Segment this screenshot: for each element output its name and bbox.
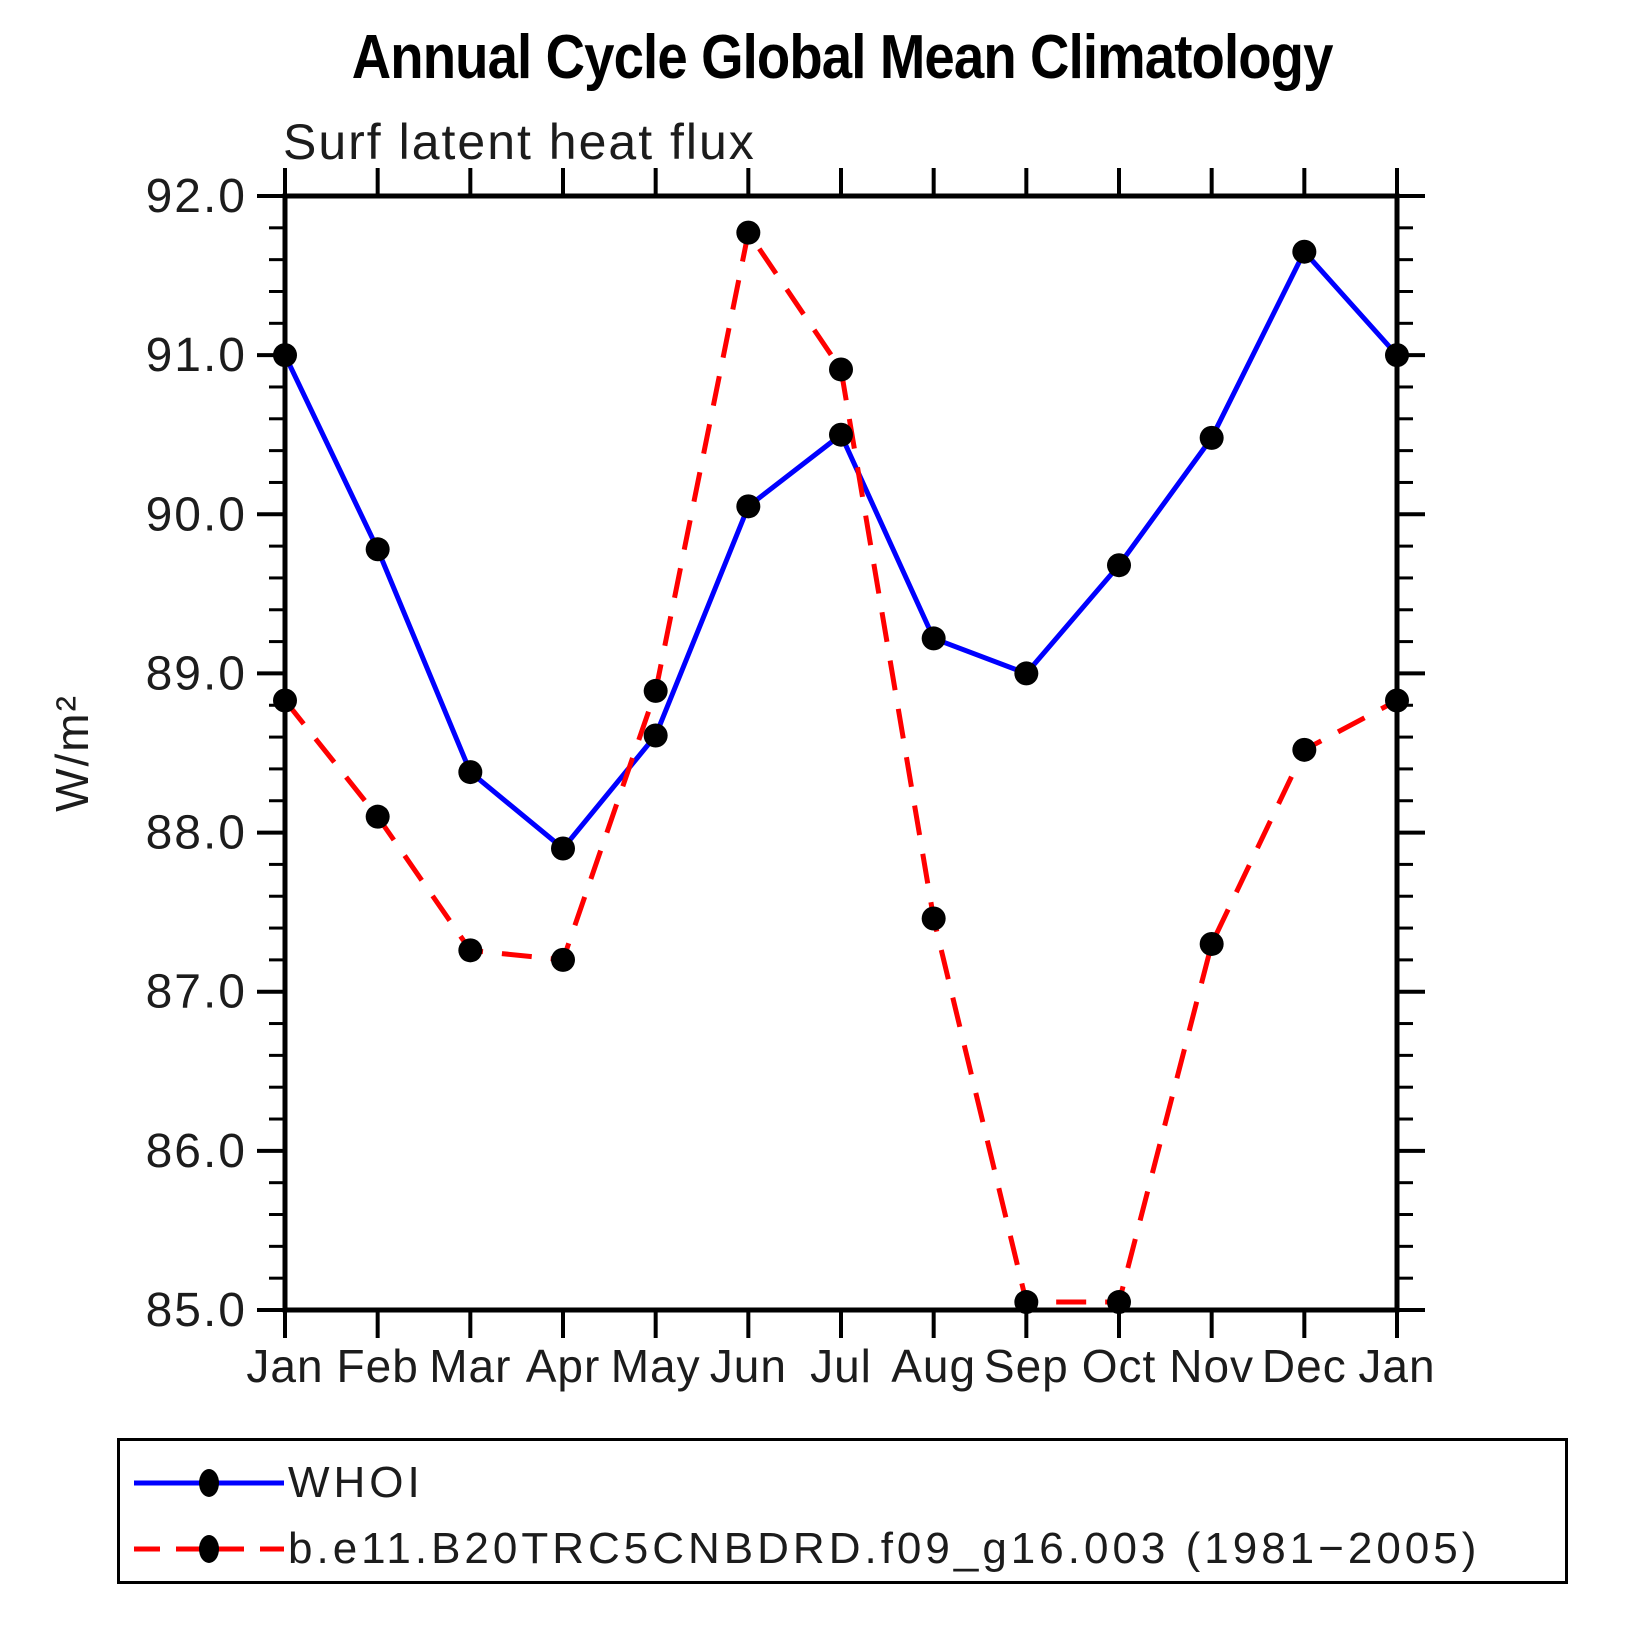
data-point-dot-series-1: [1385, 688, 1409, 713]
legend-swatch-model: [134, 1535, 284, 1563]
data-point-dot-series-0: [1107, 553, 1131, 578]
data-point-dot-series-0: [1385, 343, 1409, 368]
y-tick-label: 90.0: [146, 488, 247, 541]
legend-swatch-whoi: [134, 1469, 284, 1497]
data-point-dot-series-1: [1014, 1290, 1039, 1315]
month-label: Aug: [891, 1340, 976, 1392]
data-point-dot-series-0: [829, 422, 853, 447]
data-point-dot-series-0: [365, 537, 390, 562]
data-point-dot-series-0: [1292, 239, 1317, 264]
data-point-dot-series-1: [458, 938, 483, 963]
data-point-dot-series-1: [365, 804, 390, 829]
month-label: Mar: [429, 1340, 511, 1392]
month-label: Feb: [337, 1340, 419, 1392]
data-point-dot-series-1: [736, 220, 761, 245]
data-point-dot-series-0: [1014, 661, 1039, 686]
chart-title: Annual Cycle Global Mean Climatology: [351, 23, 1334, 92]
chart-legend: WHOI b.e11.B20TRC5CNBDRD.f09_g16.003 (19…: [117, 1438, 1568, 1584]
y-tick-label: 85.0: [146, 1284, 247, 1337]
month-label: Jan: [246, 1340, 323, 1392]
data-point-dot-series-0: [643, 723, 668, 748]
month-label: Jan: [1358, 1340, 1435, 1392]
data-point-dot-series-1: [1292, 737, 1317, 762]
data-point-dot-series-1: [829, 357, 853, 382]
month-label: Dec: [1262, 1340, 1347, 1392]
legend-marker-dot: [199, 1469, 219, 1497]
data-point-dot-series-0: [1199, 425, 1224, 450]
y-tick-label: 87.0: [146, 966, 247, 1019]
data-point-dot-series-0: [458, 760, 483, 785]
legend-label-model: b.e11.B20TRC5CNBDRD.f09_g16.003 (1981−20…: [288, 1524, 1481, 1573]
data-point-dot-series-1: [921, 906, 946, 931]
legend-entry-model: b.e11.B20TRC5CNBDRD.f09_g16.003 (1981−20…: [126, 1519, 1480, 1579]
y-tick-label: 88.0: [146, 807, 247, 860]
data-point-dot-series-0: [273, 343, 297, 368]
month-label: Sep: [984, 1340, 1069, 1392]
data-point-dot-series-0: [921, 626, 946, 651]
month-label: Jun: [710, 1340, 787, 1392]
data-point-dot-series-0: [736, 494, 761, 519]
month-label: Jul: [810, 1340, 872, 1392]
legend-label-whoi: WHOI: [288, 1458, 424, 1507]
chart-subtitle: Surf latent heat flux: [283, 114, 756, 170]
month-label: Nov: [1169, 1340, 1254, 1392]
y-tick-label: 91.0: [146, 329, 247, 382]
data-point-dot-series-1: [1107, 1290, 1131, 1315]
series-line-1: [283, 226, 1399, 1305]
data-point-dot-series-1: [643, 678, 668, 703]
month-label: May: [611, 1340, 701, 1392]
data-point-dot-series-1: [273, 688, 297, 713]
month-label: Apr: [526, 1340, 601, 1392]
legend-marker-dot: [199, 1535, 219, 1563]
data-point-dot-series-1: [551, 947, 575, 972]
series-line-0: [282, 247, 1399, 853]
y-tick-label: 86.0: [146, 1125, 247, 1178]
data-point-dot-series-1: [1199, 931, 1224, 956]
y-tick-label: 92.0: [146, 170, 247, 223]
data-point-dot-series-0: [551, 836, 575, 861]
month-label: Oct: [1082, 1340, 1157, 1392]
y-tick-label: 89.0: [146, 647, 247, 700]
legend-entry-whoi: WHOI: [126, 1453, 424, 1513]
